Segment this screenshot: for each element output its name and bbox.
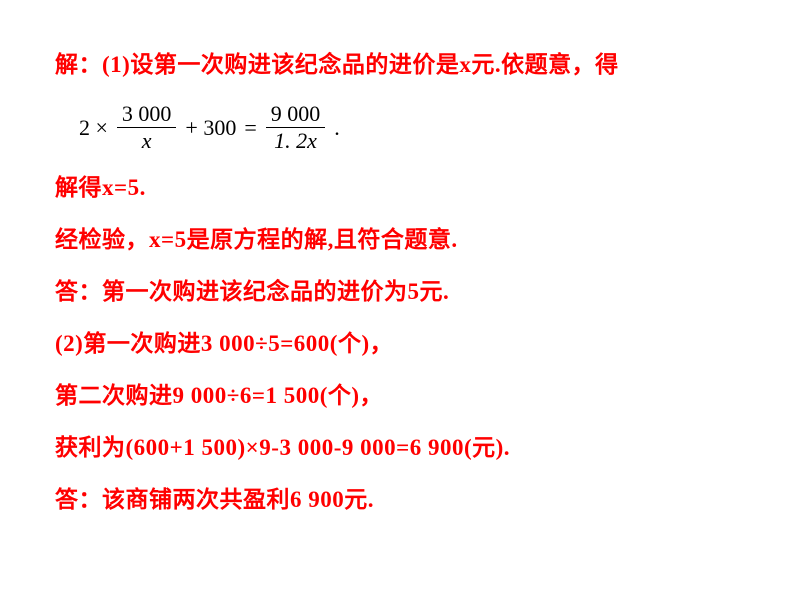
plus-term: + 300 — [185, 115, 236, 141]
frac2-numerator: 9 000 — [266, 102, 326, 128]
solution-line-4: 答：第一次购进该纪念品的进价为5元. — [55, 277, 739, 307]
equation: 2 × 3 000 x + 300 = 9 000 1. 2x . — [75, 102, 739, 153]
equals-sign: = — [244, 115, 256, 141]
solution-line-7: 获利为(600+1 500)×9-3 000-9 000=6 900(元). — [55, 433, 739, 463]
frac1-numerator: 3 000 — [117, 102, 177, 128]
frac2-denominator: 1. 2x — [269, 128, 322, 153]
fraction-1: 3 000 x — [117, 102, 177, 153]
solution-line-2: 解得x=5. — [55, 173, 739, 203]
solution-line-8: 答：该商铺两次共盈利6 900元. — [55, 485, 739, 515]
solution-line-3: 经检验，x=5是原方程的解,且符合题意. — [55, 225, 739, 255]
lhs-coefficient: 2 × — [79, 115, 108, 141]
fraction-2: 9 000 1. 2x — [266, 102, 326, 153]
solution-line-1: 解：(1)设第一次购进该纪念品的进价是x元.依题意，得 — [55, 50, 739, 80]
frac1-denominator: x — [137, 128, 157, 153]
solution-line-5: (2)第一次购进3 000÷5=600(个)， — [55, 329, 739, 359]
solution-line-6: 第二次购进9 000÷6=1 500(个)， — [55, 381, 739, 411]
equation-end: . — [334, 115, 340, 141]
